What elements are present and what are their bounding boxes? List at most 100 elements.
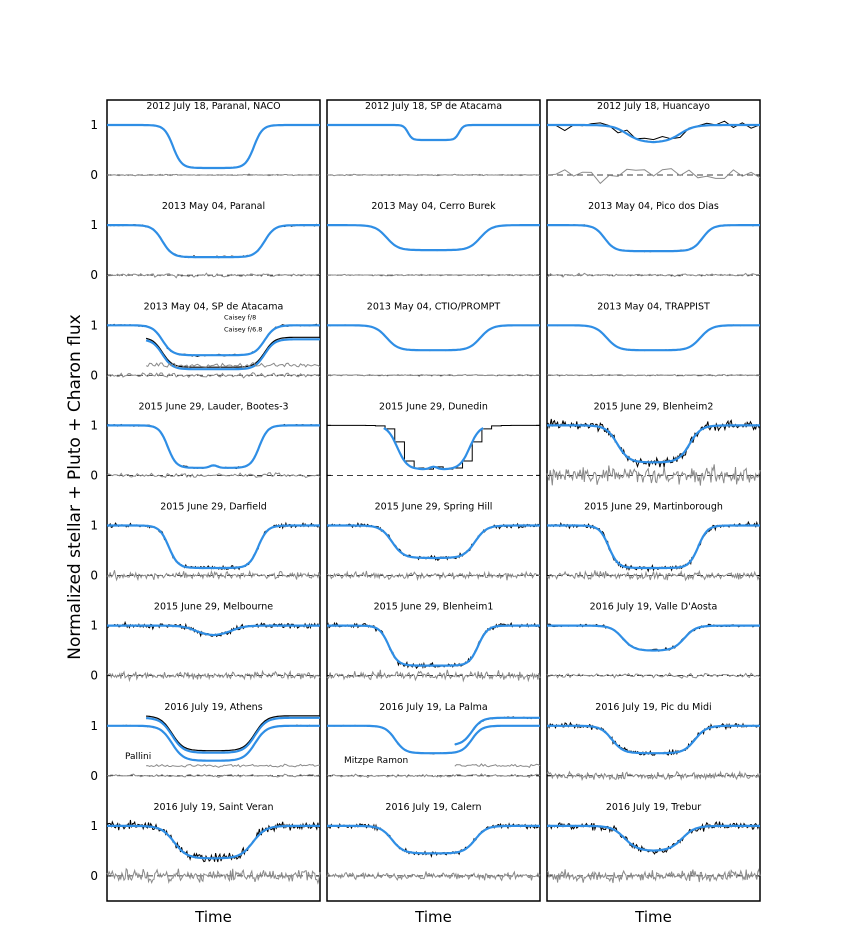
column-frame-2 [326, 99, 541, 902]
panel-7: 2013 May 04, SP de Atacama 0 1 Caisey f/8 Ca… [90, 301, 321, 382]
y-tick-label: 0 [90, 468, 98, 482]
panel-2: 2012 July 18, SP de Atacama [326, 101, 541, 177]
y-tick-label: 1 [90, 118, 98, 132]
panel-5: 2013 May 04, Cerro Burek [326, 201, 541, 277]
panel-9: 2013 May 04, TRAPPIST [546, 301, 761, 377]
panel-22: 2016 July 19, Saint Veran 0 1 [90, 802, 321, 885]
residual-curve [546, 770, 761, 782]
panel-23: 2016 July 19, Calern [326, 802, 541, 882]
model-fit-curve [107, 624, 320, 637]
residual-curve [106, 372, 321, 379]
x-axis-label: Time [634, 908, 672, 926]
residual-curve-secondary [146, 763, 321, 768]
residual-curve [326, 373, 541, 377]
y-tick-label: 0 [90, 368, 98, 382]
panel-18: 2016 July 19, Valle D'Aosta [546, 602, 761, 679]
residual-curve [326, 773, 541, 779]
y-tick-label: 0 [90, 769, 98, 783]
y-tick-label: 0 [90, 268, 98, 282]
panel-title: 2013 May 04, TRAPPIST [597, 301, 710, 312]
panel-title: 2016 July 19, Valle D'Aosta [590, 602, 718, 613]
y-tick-label: 1 [90, 418, 98, 432]
model-fit-curve [107, 324, 320, 357]
residual-curve [106, 773, 321, 778]
panel-title: 2012 July 18, Huancayo [597, 101, 710, 112]
model-fit-curve [327, 324, 540, 352]
observed-light-curve [546, 223, 761, 253]
observed-light-curve [546, 623, 761, 652]
observed-light-curve [546, 324, 761, 352]
y-tick-label: 0 [90, 569, 98, 583]
column-frame-1 [106, 99, 321, 902]
model-fit-curve [547, 824, 760, 852]
model-fit-curve [327, 123, 540, 142]
x-axis-label: Time [194, 908, 232, 926]
panel-title: 2013 May 04, Paranal [162, 201, 265, 212]
panel-10: 2015 June 29, Lauder, Bootes-3 0 1 [90, 401, 321, 482]
panel-3: 2012 July 18, Huancayo [546, 101, 761, 185]
panel-21: 2016 July 19, Pic du Midi [546, 702, 761, 782]
panel-12: 2015 June 29, Blenheim2 [546, 401, 761, 486]
panel-title: 2016 July 19, La Palma [379, 702, 487, 713]
panel-24: 2016 July 19, Trebur [546, 802, 761, 884]
residual-curve [106, 472, 321, 479]
site-annotation: Pallini [125, 752, 151, 762]
y-tick-label: 0 [90, 669, 98, 683]
panel-title: 2015 June 29, Dunedin [379, 401, 488, 412]
observed-light-curve [546, 520, 761, 573]
panel-title: 2015 June 29, Blenheim1 [374, 602, 494, 613]
panel-title: 2015 June 29, Martinborough [584, 502, 723, 513]
panel-title: 2016 July 19, Athens [164, 702, 262, 713]
panel-6: 2013 May 04, Pico dos Dias [546, 201, 761, 278]
y-tick-label: 0 [90, 168, 98, 182]
residual-curve [326, 669, 541, 683]
panel-8: 2013 May 04, CTIO/PROMPT [326, 301, 541, 377]
y-tick-label: 1 [90, 719, 98, 733]
observed-light-curve [106, 124, 320, 169]
observed-light-curve [106, 521, 321, 571]
model-fit-curve [107, 123, 320, 170]
panel-13: 2015 June 29, Darfield 0 1 [90, 502, 321, 583]
residual-curve [106, 669, 321, 683]
residual-curve [326, 173, 541, 177]
panel-1: 2012 July 18, Paranal, NACO 0 1 [90, 101, 321, 182]
model-fit-curve-secondary [145, 338, 320, 371]
residual-curve [106, 272, 321, 279]
residual-curve [106, 173, 321, 177]
model-fit-curve-secondary [146, 716, 320, 754]
model-fit-curve [107, 424, 320, 469]
panel-17: 2015 June 29, Blenheim1 [326, 602, 541, 683]
residual-curve [546, 464, 761, 486]
observed-light-curve-shifted [454, 716, 541, 746]
model-fit-curve [547, 624, 760, 652]
panel-title: 2016 July 19, Calern [385, 802, 481, 813]
panel-16: 2015 June 29, Melbourne 0 1 [90, 602, 321, 683]
residual-curve [546, 569, 761, 582]
residual-curve [546, 168, 761, 185]
model-fit-curve [327, 224, 540, 252]
panel-title: 2015 June 29, Spring Hill [375, 502, 493, 513]
model-fit-curve [327, 824, 540, 855]
model-fit-curve [107, 224, 320, 259]
model-fit-curve [547, 524, 760, 570]
residual-curve [326, 273, 541, 277]
observed-light-curve [327, 424, 540, 470]
panel-title: 2016 July 19, Saint Veran [153, 802, 273, 813]
model-fit-curve [107, 824, 320, 860]
panel-title: 2012 July 18, SP de Atacama [365, 101, 502, 112]
observed-light-curve [106, 423, 321, 470]
observed-light-curve [106, 223, 321, 259]
model-fit-curve [327, 524, 540, 560]
model-fit-curve [547, 324, 760, 352]
observed-light-curve [326, 724, 459, 755]
instrument-label: Caisey f/6.8 [224, 325, 262, 333]
panel-14: 2015 June 29, Spring Hill [326, 502, 541, 582]
site-annotation: Mitzpe Ramon [344, 756, 408, 766]
panel-title: 2015 June 29, Blenheim2 [594, 401, 714, 412]
panel-11: 2015 June 29, Dunedin [327, 401, 540, 476]
model-fit-curve [547, 424, 760, 464]
panel-title: 2015 June 29, Melbourne [154, 602, 273, 613]
model-fit-curve [383, 427, 484, 471]
observed-light-curve [546, 721, 761, 756]
